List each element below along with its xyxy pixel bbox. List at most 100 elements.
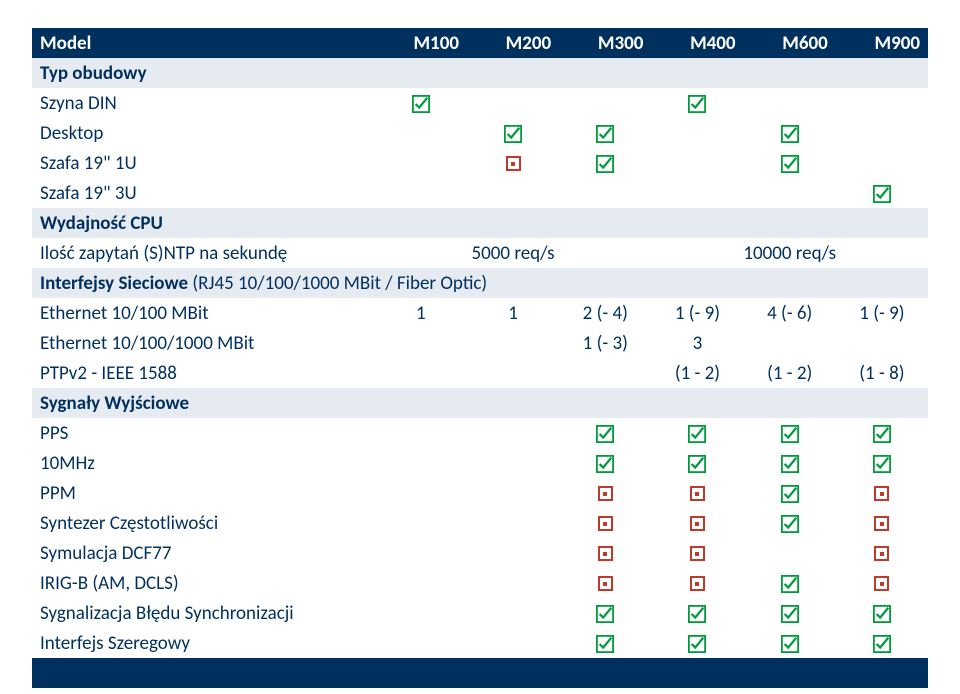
- table-row: PPS: [32, 418, 928, 448]
- cell: [836, 478, 928, 508]
- cell: [559, 178, 651, 208]
- check-icon: [873, 635, 891, 653]
- check-icon: [781, 575, 799, 593]
- cell: [744, 628, 836, 658]
- table-row: Ethernet 10/100 MBit112 (- 4)1 (- 9)4 (-…: [32, 298, 928, 328]
- cell: [836, 178, 928, 208]
- cell: [651, 418, 743, 448]
- cell: [375, 568, 467, 598]
- cell: [375, 418, 467, 448]
- cell: 2 (- 4): [559, 298, 651, 328]
- cell: [651, 628, 743, 658]
- cell: [744, 538, 836, 568]
- row-label: Ethernet 10/100/1000 MBit: [32, 328, 375, 358]
- cell: [836, 88, 928, 118]
- row-label: Ilość zapytań (S)NTP na sekundę: [32, 238, 375, 268]
- check-icon: [873, 425, 891, 443]
- cell: [836, 448, 928, 478]
- option-square-icon: [506, 156, 521, 171]
- row-label: Syntezer Częstotliwości: [32, 508, 375, 538]
- cell: [559, 478, 651, 508]
- cell: 3: [651, 328, 743, 358]
- cell: [744, 118, 836, 148]
- cell: [836, 538, 928, 568]
- section-3: Sygnały Wyjściowe: [32, 388, 928, 418]
- row-label: Ethernet 10/100 MBit: [32, 298, 375, 328]
- cell: (1 - 8): [836, 358, 928, 388]
- option-square-icon: [874, 516, 889, 531]
- table-row: Szyna DIN: [32, 88, 928, 118]
- cell: [467, 328, 559, 358]
- check-icon: [873, 605, 891, 623]
- model-col-1: M200: [467, 28, 559, 58]
- cell: [744, 148, 836, 178]
- check-icon: [781, 155, 799, 173]
- option-square-icon: [690, 576, 705, 591]
- cell: [375, 478, 467, 508]
- cell: [744, 448, 836, 478]
- option-square-icon: [874, 546, 889, 561]
- section-title: Sygnały Wyjściowe: [32, 388, 928, 418]
- check-icon: [596, 635, 614, 653]
- row-label: Interfejs Szeregowy: [32, 628, 375, 658]
- cell: [559, 118, 651, 148]
- cell: [651, 508, 743, 538]
- cell: [467, 598, 559, 628]
- table-row: Ethernet 10/100/1000 MBit1 (- 3)3: [32, 328, 928, 358]
- section-0: Typ obudowy: [32, 58, 928, 88]
- cell: [375, 508, 467, 538]
- cell: [467, 538, 559, 568]
- cell: [467, 478, 559, 508]
- cell: [559, 448, 651, 478]
- cell: [651, 118, 743, 148]
- option-square-icon: [690, 516, 705, 531]
- cell: [375, 358, 467, 388]
- check-icon: [781, 515, 799, 533]
- cell: 1 (- 9): [836, 298, 928, 328]
- check-icon: [688, 425, 706, 443]
- cell: [836, 148, 928, 178]
- cell: [559, 148, 651, 178]
- row-label: Symulacja DCF77: [32, 538, 375, 568]
- check-icon: [412, 95, 430, 113]
- cell: [467, 118, 559, 148]
- cell: [375, 328, 467, 358]
- table-row: Desktop: [32, 118, 928, 148]
- section-title: Wydajność CPU: [32, 208, 928, 238]
- model-col-5: M900: [836, 28, 928, 58]
- cell: [559, 628, 651, 658]
- check-icon: [781, 455, 799, 473]
- cell: [744, 598, 836, 628]
- option-square-icon: [874, 576, 889, 591]
- model-col-4: M600: [744, 28, 836, 58]
- cell: 1: [375, 298, 467, 328]
- cell: [836, 568, 928, 598]
- check-icon: [596, 455, 614, 473]
- cell: [651, 598, 743, 628]
- table-row: PPM: [32, 478, 928, 508]
- cell: [836, 628, 928, 658]
- check-icon: [688, 635, 706, 653]
- row-label: Desktop: [32, 118, 375, 148]
- cell: [744, 178, 836, 208]
- section-2: Interfejsy Sieciowe (RJ45 10/100/1000 MB…: [32, 268, 928, 298]
- table-row: Ilość zapytań (S)NTP na sekundę5000 req/…: [32, 238, 928, 268]
- cell: [375, 628, 467, 658]
- cell: [559, 358, 651, 388]
- cell: [744, 508, 836, 538]
- cell: [651, 538, 743, 568]
- option-square-icon: [598, 546, 613, 561]
- check-icon: [781, 635, 799, 653]
- cell: [559, 568, 651, 598]
- check-icon: [596, 155, 614, 173]
- check-icon: [596, 125, 614, 143]
- option-square-icon: [598, 516, 613, 531]
- cell: [559, 418, 651, 448]
- option-square-icon: [874, 486, 889, 501]
- model-col-0: M100: [375, 28, 467, 58]
- check-icon: [688, 605, 706, 623]
- cell: [559, 508, 651, 538]
- row-label: PTPv2 - IEEE 1588: [32, 358, 375, 388]
- row-label: Szafa 19" 3U: [32, 178, 375, 208]
- cell: 4 (- 6): [744, 298, 836, 328]
